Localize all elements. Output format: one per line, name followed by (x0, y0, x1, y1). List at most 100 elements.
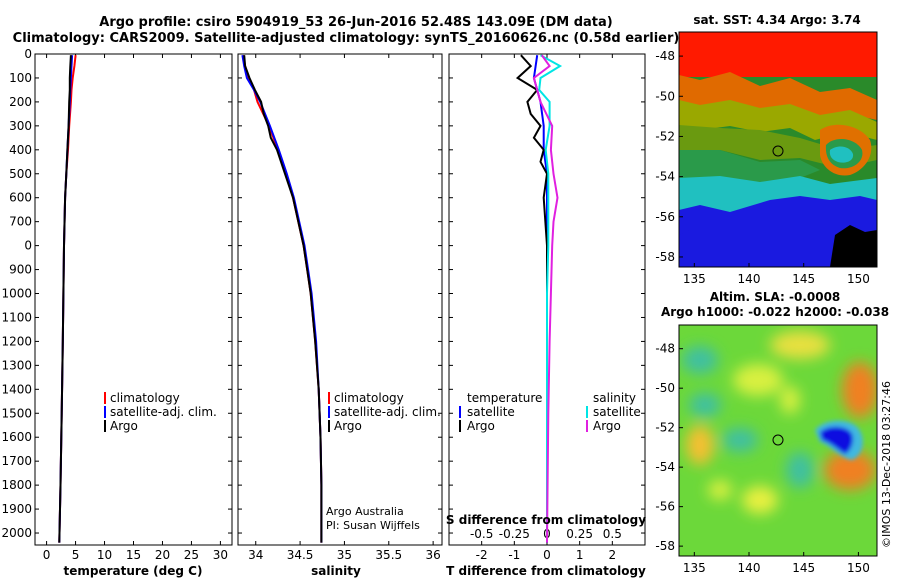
map-y-tick-label: -52 (655, 421, 675, 435)
depth-tick-label: 1900 (1, 502, 32, 516)
x-tick-label: 0 (543, 548, 551, 562)
map-y-tick-label: -54 (655, 460, 675, 474)
s-tick-label: -0.25 (499, 527, 530, 541)
s-tick-label: -0.5 (470, 527, 493, 541)
difference-legend-salinity: salinity satellite Argo (586, 391, 641, 433)
sst-map-frame (678, 31, 878, 268)
legend-label-climatology: climatology (334, 391, 404, 405)
temperature-legend: climatology satellite-adj. clim. Argo (104, 391, 217, 433)
depth-tick-label: 900 (9, 263, 32, 277)
depth-tick-label: 2000 (1, 526, 32, 540)
temperature-panel: 0100200300400500600700090010001100120013… (1, 47, 233, 578)
legend-label-s-argo: Argo (593, 419, 621, 433)
map-x-tick-label: 140 (738, 272, 761, 286)
depth-tick-label: 500 (9, 167, 32, 181)
title-line2: Climatology: CARS2009. Satellite-adjuste… (13, 31, 680, 46)
depth-tick-label: 1200 (1, 334, 32, 348)
sst-map: sat. SST: 4.34 Argo: 3.74 135 140 145 150 -4… (655, 13, 878, 286)
map-y-tick-label: -56 (655, 500, 675, 514)
salinity-lines (241, 55, 323, 543)
temperature-lines (58, 55, 77, 543)
legend-label-climatology: climatology (110, 391, 180, 405)
series-line-salinity-argo (532, 54, 559, 543)
legend-label-argo: Argo (334, 419, 362, 433)
x-tick-label: 30 (213, 548, 228, 562)
legend-label-t-satellite: satellite (467, 405, 515, 419)
t-difference-xlabel: T difference from climatology (446, 564, 646, 578)
x-tick-label: 35.5 (375, 548, 402, 562)
temperature-axes (34, 53, 233, 546)
map-y-tick-label: -58 (655, 539, 675, 553)
x-tick-label: -2 (476, 548, 488, 562)
legend-label-t-argo: Argo (467, 419, 495, 433)
depth-tick-label: 1600 (1, 430, 32, 444)
series-line-satellite-adj-clim- (241, 55, 323, 543)
map-x-tick-label: 150 (847, 561, 870, 575)
credit-line2: PI: Susan Wijffels (326, 519, 420, 532)
x-tick-label: 34.5 (287, 548, 314, 562)
legend-label-satellite: satellite-adj. clim. (110, 405, 217, 419)
sla-map-image (679, 325, 877, 556)
depth-tick-label: 400 (9, 143, 32, 157)
map-x-tick-label: 145 (792, 561, 815, 575)
map-x-tick-label: 135 (683, 272, 706, 286)
map-y-tick-label: -54 (655, 170, 675, 184)
title-line1: Argo profile: csiro 5904919_53 26-Jun-20… (99, 15, 612, 30)
map-y-tick-label: -50 (655, 89, 675, 103)
salinity-panel: 34 34.5 35 35.5 36 salinity climatology sate… (237, 53, 443, 578)
x-tick-label: 15 (126, 548, 141, 562)
map-y-tick-label: -52 (655, 129, 675, 143)
s-tick-label: 0.5 (603, 527, 622, 541)
salinity-y-ticks (238, 53, 442, 534)
map-x-tick-label: 140 (738, 561, 761, 575)
difference-panel: -2 -1 0 1 2 -0.5 -0.25 0 0.25 0.5 S difference f… (446, 53, 646, 578)
map-y-tick-label: -58 (655, 250, 675, 264)
difference-y-ticks (449, 53, 645, 534)
map-y-tick-label: -48 (655, 49, 675, 63)
x-tick-label: 2 (609, 548, 617, 562)
sla-map-axes: 135 140 145 150 -48 -50 -52 -54 -56 -58 (655, 342, 869, 575)
depth-tick-label: 1700 (1, 454, 32, 468)
x-tick-label: 1 (576, 548, 584, 562)
salinity-axes (237, 53, 443, 546)
s-tick-label: 0.25 (566, 527, 593, 541)
argo-location-marker (772, 145, 784, 157)
series-line-argo (58, 55, 72, 543)
salinity-x-axis: 34 34.5 35 35.5 36 (248, 54, 441, 562)
x-tick-label: 36 (425, 548, 440, 562)
series-line-salinity-satellite (538, 54, 563, 543)
sla-map-title1: Altim. SLA: -0.0008 (710, 290, 841, 304)
salinity-xlabel: salinity (311, 564, 361, 578)
map-x-tick-label: 145 (792, 272, 815, 286)
temperature-x-axis: 0 5 10 15 20 25 30 (43, 54, 228, 562)
legend-title-salinity: salinity (593, 391, 636, 405)
x-tick-label: 34 (248, 548, 263, 562)
legend-label-s-satellite: satellite (593, 405, 641, 419)
map-y-tick-label: -56 (655, 210, 675, 224)
map-x-tick-label: 150 (847, 272, 870, 286)
legend-label-argo: Argo (110, 419, 138, 433)
x-tick-label: 35 (337, 548, 352, 562)
sst-map-image (679, 32, 877, 267)
depth-tick-label: 300 (9, 119, 32, 133)
depth-tick-label: 1500 (1, 406, 32, 420)
x-tick-label: 10 (97, 548, 112, 562)
sst-map-title: sat. SST: 4.34 Argo: 3.74 (693, 13, 860, 27)
series-line-argo (243, 55, 323, 543)
depth-tick-label: 0 (24, 239, 32, 253)
sla-map-frame (678, 324, 878, 557)
x-tick-label: 5 (72, 548, 80, 562)
depth-axis: 0 100 200 300 400 500 600 700 0 900 1000 1100 1200 13… (1, 47, 232, 540)
sla-map: Altim. SLA: -0.0008 Argo h1000: -0.022 h… (655, 290, 889, 575)
depth-tick-label: 0 (24, 47, 32, 61)
map-y-tick-label: -48 (655, 342, 675, 356)
depth-tick-label: 1800 (1, 478, 32, 492)
salinity-difference-axis: -0.5 -0.25 0 0.25 0.5 (470, 527, 622, 541)
difference-legend-temperature: temperature satellite Argo (459, 391, 542, 433)
depth-tick-label: 600 (9, 191, 32, 205)
depth-tick-label: 1400 (1, 382, 32, 396)
legend-label-satellite: satellite-adj. clim. (334, 405, 441, 419)
difference-x-axis: -2 -1 0 1 2 (476, 54, 616, 562)
difference-lines (515, 54, 563, 543)
